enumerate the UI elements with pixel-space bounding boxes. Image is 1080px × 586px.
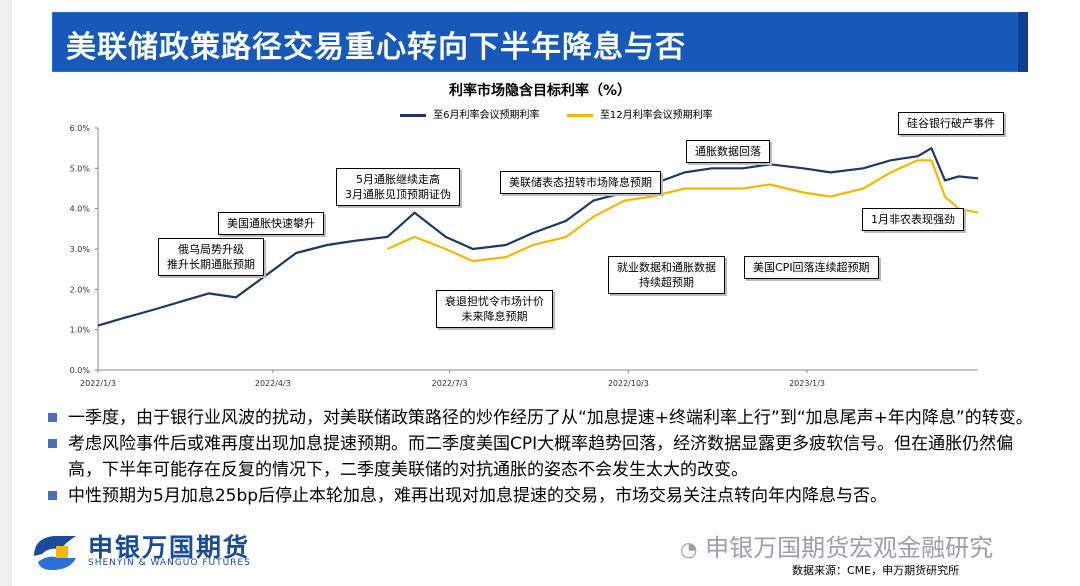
- annotation-inflation-surge: 美国通胀快速攀升: [218, 212, 324, 235]
- legend-label-december: 至12月利率会议预期利率: [599, 110, 713, 121]
- x-tick-label: 2023/1/3: [789, 379, 825, 388]
- annotation-svb-collapse: 硅谷银行破产事件: [898, 112, 1004, 135]
- logo-text-cn: 申银万国期货: [88, 533, 251, 562]
- y-tick-label: 4.0%: [70, 205, 91, 214]
- annotation-text: 1月非农表现强劲: [871, 213, 955, 226]
- annotation-cpi-decline: 美国CPI回落连续超预期: [744, 256, 879, 279]
- annotation-text: 美国CPI回落连续超预期: [753, 261, 870, 274]
- logo-mark-icon: [34, 536, 76, 570]
- wechat-icon: ◔: [680, 537, 698, 561]
- chart: 利率市场隐含目标利率（%） 至6月利率会议预期利率 至12月利率会议预期利率 0…: [40, 78, 1040, 398]
- bullet-item: 考虑风险事件后或难再度出现加息提速预期。而二季度美国CPI大概率趋势回落，经济数…: [44, 431, 1044, 483]
- annotation-text: 硅谷银行破产事件: [907, 117, 995, 130]
- x-tick-label: 2022/7/3: [432, 379, 468, 388]
- annotation-text: 衰退担忧令市场计价 未来降息预期: [445, 295, 544, 323]
- bullet-text: 中性预期为5月加息25bp后停止本轮加息，难再出现对加息提速的交易，市场交易关注…: [68, 486, 888, 506]
- y-tick-label: 2.0%: [70, 285, 91, 294]
- annotation-inflation-decline: 通胀数据回落: [686, 140, 770, 163]
- y-tick-label: 6.0%: [70, 124, 91, 133]
- series-line-december: [386, 159, 979, 263]
- annotation-text: 美联储表态扭转市场降息预期: [509, 176, 652, 189]
- annotation-recession-fears: 衰退担忧令市场计价 未来降息预期: [436, 290, 553, 328]
- annotation-fed-stance: 美联储表态扭转市场降息预期: [500, 171, 661, 194]
- legend-label-june: 至6月利率会议预期利率: [433, 110, 540, 121]
- watermark-text: 申银万国期货宏观金融研究: [705, 534, 994, 562]
- legend-item-june: 至6月利率会议预期利率: [400, 106, 540, 121]
- annotation-text: 美国通胀快速攀升: [227, 217, 315, 230]
- data-source: 数据来源：CME，申万期货研究所: [792, 564, 960, 577]
- legend-swatch-december: [566, 113, 593, 117]
- y-tick-label: 5.0%: [70, 164, 91, 173]
- bullet-list: 一季度，由于银行业风波的扰动，对美联储政策路径的炒作经历了从“加息提速+终端利率…: [44, 405, 1044, 509]
- bullet-square-icon: [48, 491, 57, 500]
- annotation-text: 就业数据和通胀数据 持续超预期: [617, 261, 716, 289]
- x-tick-label: 2022/4/3: [255, 379, 291, 388]
- annotation-text: 俄乌局势升级 推升长期通胀预期: [167, 243, 255, 271]
- logo-text-en: SHENYIN & WANGUO FUTURES: [88, 558, 251, 568]
- annotation-may-inflation: 5月通胀继续走高 3月通胀见顶预期证伪: [336, 168, 460, 206]
- x-tick-label: 2022/10/3: [608, 379, 649, 388]
- series-line-june: [97, 147, 979, 327]
- chart-plot: 0.0% 1.0% 2.0% 3.0% 4.0% 5.0% 6.0% 2022/1/3 2022…: [70, 124, 979, 388]
- watermark: ◔ 申银万国期货宏观金融研究: [680, 528, 993, 563]
- title-bar: 美联储政策路径交易重心转向下半年降息与否: [52, 12, 1028, 72]
- legend-item-december: 至12月利率会议预期利率: [566, 106, 713, 121]
- bullet-item: 一季度，由于银行业风波的扰动，对美联储政策路径的炒作经历了从“加息提速+终端利率…: [44, 405, 1044, 431]
- annotation-text: 通胀数据回落: [695, 145, 761, 158]
- bullet-text: 一季度，由于银行业风波的扰动，对美联储政策路径的炒作经历了从“加息提速+终端利率…: [68, 408, 1033, 428]
- annotation-text: 5月通胀继续走高 3月通胀见顶预期证伪: [345, 173, 451, 201]
- y-tick-label: 0.0%: [70, 366, 91, 375]
- bullet-item: 中性预期为5月加息25bp后停止本轮加息，难再出现对加息提速的交易，市场交易关注…: [44, 483, 1044, 509]
- y-tick-label: 3.0%: [70, 245, 91, 254]
- slide-title: 美联储政策路径交易重心转向下半年降息与否: [66, 30, 686, 65]
- x-tick-label: 2022/1/3: [80, 379, 116, 388]
- annotation-january-payrolls: 1月非农表现强劲: [862, 208, 964, 231]
- annotation-jobs-inflation: 就业数据和通胀数据 持续超预期: [608, 256, 725, 294]
- chart-legend: 至6月利率会议预期利率 至12月利率会议预期利率: [400, 106, 737, 121]
- company-logo: 申银万国期货 SHENYIN & WANGUO FUTURES: [30, 528, 270, 578]
- left-margin: [0, 0, 12, 586]
- bullet-square-icon: [48, 439, 57, 448]
- bullet-square-icon: [48, 413, 57, 422]
- legend-swatch-june: [400, 113, 426, 117]
- annotation-russia-ukraine: 俄乌局势升级 推升长期通胀预期: [158, 238, 264, 276]
- bullet-text: 考虑风险事件后或难再度出现加息提速预期。而二季度美国CPI大概率趋势回落，经济数…: [68, 434, 1014, 480]
- y-tick-label: 1.0%: [70, 326, 91, 335]
- chart-title: 利率市场隐含目标利率（%）: [448, 83, 632, 99]
